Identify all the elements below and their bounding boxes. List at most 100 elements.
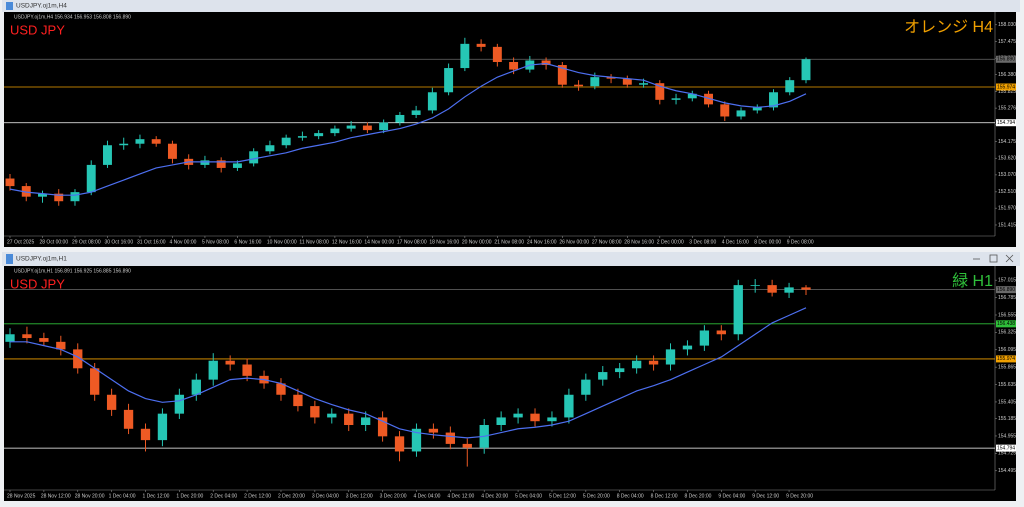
- x-tick-label: 9 Dec 08:00: [787, 239, 814, 245]
- candle-body: [411, 110, 421, 115]
- candle-body: [767, 285, 777, 293]
- price-label-box: [996, 83, 1016, 91]
- x-tick-label: 6 Nov 16:00: [234, 239, 261, 245]
- y-tick-label: 155.865: [998, 364, 1016, 370]
- candle-body: [297, 136, 307, 138]
- x-tick-label: 1 Dec 12:00: [142, 493, 169, 499]
- candle-body: [135, 139, 145, 144]
- candle-body: [361, 417, 371, 425]
- x-tick-label: 8 Dec 20:00: [684, 493, 711, 499]
- x-tick-label: 4 Dec 04:00: [413, 493, 440, 499]
- candle-body: [639, 83, 649, 85]
- candle-body: [5, 334, 15, 342]
- candle-body: [377, 417, 388, 437]
- candle-body: [564, 394, 574, 418]
- window-title-bar: [2, 252, 1020, 266]
- candle-body: [70, 192, 80, 202]
- candle-body: [606, 77, 616, 79]
- candle-body: [123, 409, 134, 429]
- candle-body: [232, 163, 242, 168]
- candle-body: [687, 93, 697, 99]
- y-tick-label: 156.380: [998, 72, 1016, 78]
- candle-body: [21, 186, 31, 197]
- candle-body: [547, 417, 557, 422]
- candle-body: [54, 193, 64, 202]
- candle-body: [86, 164, 96, 193]
- candle-body: [225, 360, 235, 365]
- candle-body: [574, 84, 584, 87]
- price-label-box: [996, 444, 1016, 452]
- candle-body: [704, 93, 713, 105]
- x-tick-label: 8 Dec 00:00: [754, 239, 781, 245]
- candle-body: [785, 80, 795, 93]
- candle-body: [784, 287, 794, 293]
- y-tick-label: 157.475: [998, 39, 1016, 45]
- candle-body: [346, 125, 356, 129]
- candle-body: [379, 122, 389, 131]
- x-tick-label: 28 Nov 12:00: [41, 493, 71, 499]
- candle-body: [682, 345, 693, 350]
- x-tick-label: 9 Dec 12:00: [752, 493, 779, 499]
- y-tick-label: 156.555: [998, 312, 1016, 318]
- candle-body: [5, 178, 15, 187]
- close-button[interactable]: [1005, 254, 1014, 263]
- y-tick-label: 155.405: [998, 399, 1016, 405]
- annotation: オレンジ H4: [904, 19, 993, 36]
- x-tick-label: 4 Nov 00:00: [169, 239, 196, 245]
- candle-body: [90, 368, 100, 395]
- price-label: 156.890: [997, 287, 1015, 293]
- candle-body: [496, 417, 506, 425]
- candle-body: [394, 436, 405, 452]
- candle-body: [752, 107, 762, 111]
- candle-body: [513, 413, 523, 418]
- candle-body: [265, 145, 275, 152]
- price-label-box: [996, 355, 1016, 363]
- candle-body: [655, 83, 665, 100]
- candle-body: [427, 92, 437, 111]
- y-tick-label: 151.415: [998, 222, 1016, 228]
- price-label-box: [996, 286, 1016, 294]
- candle-body: [615, 368, 625, 373]
- y-tick-label: 155.276: [998, 105, 1016, 111]
- candle-body: [648, 360, 659, 365]
- candle-body: [509, 62, 519, 70]
- x-tick-label: 4 Dec 12:00: [447, 493, 474, 499]
- candle-body: [581, 379, 591, 395]
- candle-body: [590, 77, 600, 87]
- candle-body: [631, 360, 642, 369]
- x-tick-label: 5 Dec 20:00: [583, 493, 610, 499]
- x-tick-label: 10 Nov 00:00: [267, 239, 297, 245]
- candle-body: [174, 394, 185, 414]
- x-tick-label: 1 Dec 20:00: [176, 493, 203, 499]
- candle-body: [769, 92, 778, 108]
- x-tick-label: 28 Oct 00:00: [39, 239, 68, 245]
- candle-body: [362, 125, 372, 131]
- x-tick-label: 26 Nov 00:00: [559, 239, 589, 245]
- candle-body: [395, 114, 405, 123]
- x-tick-label: 27 Oct 2025: [7, 239, 34, 245]
- candle-body: [249, 151, 259, 164]
- y-tick-label: 154.175: [998, 139, 1016, 145]
- candle-body: [671, 98, 681, 100]
- x-tick-label: 18 Nov 16:00: [429, 239, 459, 245]
- maximize-button[interactable]: [989, 254, 998, 263]
- price-label: 154.794: [997, 120, 1015, 126]
- x-tick-label: 30 Oct 16:00: [104, 239, 133, 245]
- candle-body: [750, 285, 760, 286]
- y-tick-label: 155.635: [998, 382, 1016, 388]
- y-tick-label: 153.620: [998, 156, 1016, 162]
- y-tick-label: 157.015: [998, 278, 1016, 284]
- x-tick-label: 20 Nov 00:00: [462, 239, 492, 245]
- price-label: 155.974: [997, 84, 1015, 90]
- price-label: 156.890: [997, 57, 1015, 63]
- candle-body: [216, 160, 226, 168]
- x-tick-label: 8 Dec 12:00: [651, 493, 678, 499]
- moving-average: [10, 307, 807, 439]
- x-tick-label: 28 Nov 16:00: [624, 239, 654, 245]
- y-tick-label: 151.970: [998, 206, 1016, 212]
- y-tick-label: 155.185: [998, 416, 1016, 422]
- price-label-box: [996, 119, 1016, 127]
- x-tick-label: 4 Dec 20:00: [481, 493, 508, 499]
